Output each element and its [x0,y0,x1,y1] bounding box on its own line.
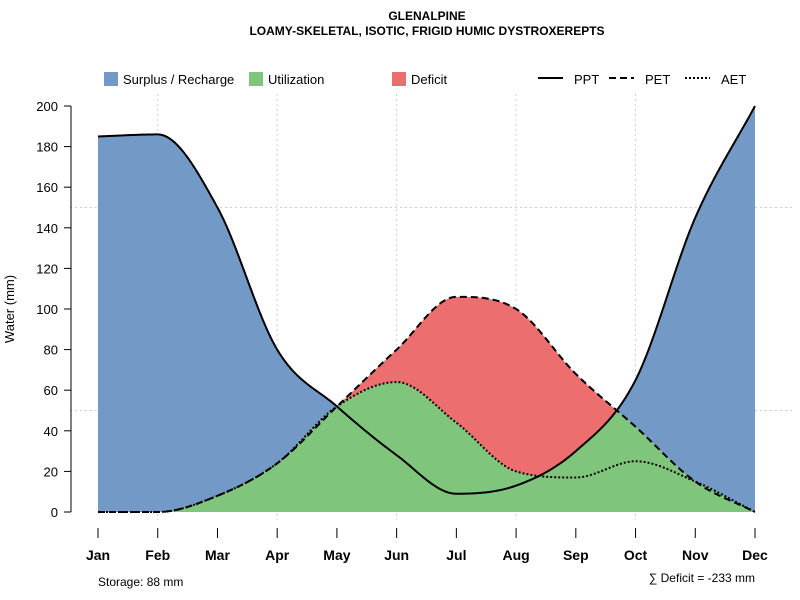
y-tick-label: 20 [44,464,58,479]
pet-line [98,295,756,513]
chart-title: GLENALPINE [388,9,465,23]
x-tick-label: Sep [563,547,589,563]
chart-subtitle: LOAMY-SKELETAL, ISOTIC, FRIGID HUMIC DYS… [249,24,604,38]
legend-label: AET [721,72,746,87]
x-tick-label: Dec [742,547,768,563]
deficit-note: ∑ Deficit = -233 mm [649,571,755,585]
chart-legend: Surplus / Recharge Utilization Deficit PPT P… [104,72,746,87]
storage-note: Storage: 88 mm [98,575,183,589]
legend-label: PET [645,72,670,87]
legend-swatch [249,72,263,86]
legend-label: Surplus / Recharge [123,72,234,87]
surplus-recharge-area [98,106,755,512]
y-tick-label: 100 [36,302,58,317]
deficit-area [98,296,755,512]
legend-label: Utilization [268,72,324,87]
axes: 0 20 40 60 80 100 120 140 160 180 200 Jan Feb Mar Apr M… [36,99,768,563]
utilization-area [98,382,755,512]
x-tick-label: Jul [446,547,466,563]
y-tick-label: 140 [36,221,58,236]
x-tick-label: Mar [205,547,230,563]
x-tick-label: Oct [624,547,648,563]
y-tick-label: 40 [44,424,58,439]
y-tick-label: 120 [36,261,58,276]
aet-line [98,381,756,513]
y-axis-label: Water (mm) [2,275,17,343]
legend-swatch [392,72,406,86]
y-tick-label: 0 [51,505,58,520]
x-tick-label: Jun [384,547,409,563]
y-tick-label: 200 [36,99,58,114]
water-balance-areas [98,106,755,512]
x-tick-label: Nov [682,547,709,563]
y-tick-label: 180 [36,140,58,155]
series-lines [97,105,756,513]
y-tick-label: 80 [44,343,58,358]
y-tick-label: 60 [44,383,58,398]
y-tick-label: 160 [36,180,58,195]
ppt-line [97,105,756,495]
x-tick-label: May [323,547,350,563]
legend-swatch [104,72,118,86]
legend-label: PPT [574,72,599,87]
x-tick-label: Feb [145,547,170,563]
legend-label: Deficit [411,72,448,87]
x-tick-label: Aug [502,547,529,563]
x-tick-label: Apr [265,547,290,563]
x-tick-label: Jan [86,547,110,563]
